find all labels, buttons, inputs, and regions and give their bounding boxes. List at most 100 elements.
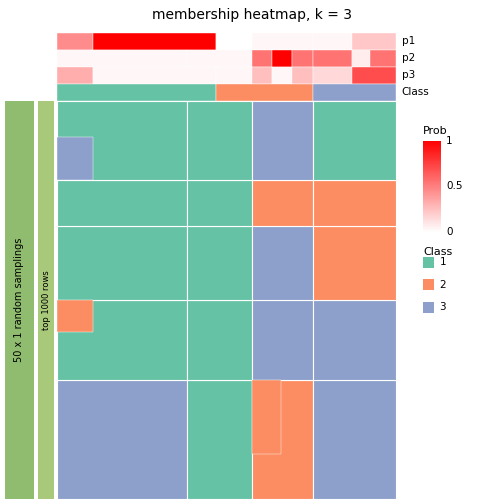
Bar xyxy=(57,84,216,101)
Bar xyxy=(423,188,441,189)
Bar xyxy=(352,50,370,67)
Bar xyxy=(423,196,441,198)
Bar xyxy=(57,380,187,499)
Bar xyxy=(423,226,441,227)
Bar xyxy=(423,179,441,180)
Bar xyxy=(423,202,441,204)
Bar xyxy=(423,181,441,183)
Bar xyxy=(57,180,187,226)
Text: 50 x 1 random samplings: 50 x 1 random samplings xyxy=(15,238,24,362)
Bar xyxy=(423,171,441,173)
Bar xyxy=(423,220,441,222)
Text: p3: p3 xyxy=(402,70,415,80)
Bar xyxy=(423,191,441,192)
Bar xyxy=(423,223,441,225)
Text: 2: 2 xyxy=(439,280,446,290)
Bar xyxy=(423,162,441,164)
Bar xyxy=(423,182,441,184)
Bar xyxy=(423,166,441,167)
Bar xyxy=(187,101,251,180)
Bar xyxy=(272,50,292,67)
Bar xyxy=(251,380,312,499)
Bar xyxy=(423,174,441,175)
Bar xyxy=(312,84,396,101)
Bar xyxy=(423,159,441,160)
Bar xyxy=(312,180,396,226)
Bar xyxy=(57,300,187,380)
Bar xyxy=(423,227,441,228)
Bar xyxy=(423,167,441,168)
Bar xyxy=(5,101,34,499)
Bar xyxy=(251,380,281,454)
Bar xyxy=(423,222,441,224)
Bar xyxy=(423,161,441,162)
Bar xyxy=(423,200,441,201)
Bar xyxy=(423,146,441,148)
Bar xyxy=(423,168,441,169)
Bar xyxy=(423,148,441,149)
Bar xyxy=(423,229,441,231)
Bar xyxy=(57,226,187,300)
Text: 1: 1 xyxy=(446,136,453,146)
Bar xyxy=(57,300,93,332)
Bar xyxy=(251,33,312,50)
Bar xyxy=(423,193,441,194)
Bar xyxy=(423,188,441,190)
Bar xyxy=(423,218,441,219)
Text: 0: 0 xyxy=(446,227,453,237)
Bar xyxy=(38,101,54,499)
Bar xyxy=(312,50,352,67)
Bar xyxy=(423,178,441,179)
Bar xyxy=(423,213,441,215)
Bar xyxy=(251,101,312,180)
Bar xyxy=(423,170,441,171)
Bar xyxy=(423,153,441,155)
Bar xyxy=(93,33,216,50)
Bar xyxy=(423,195,441,197)
Bar xyxy=(423,173,441,175)
Bar xyxy=(423,163,441,165)
Bar xyxy=(423,157,441,158)
Bar xyxy=(57,137,93,180)
Bar xyxy=(423,202,441,203)
Bar xyxy=(423,192,441,193)
Bar xyxy=(423,187,441,188)
Bar xyxy=(423,183,441,184)
Bar xyxy=(423,184,441,185)
Text: Class: Class xyxy=(423,247,453,257)
Bar xyxy=(423,224,441,225)
Bar xyxy=(187,300,251,380)
Bar xyxy=(93,67,216,84)
Bar xyxy=(423,201,441,202)
Bar xyxy=(423,220,441,221)
Bar xyxy=(423,214,441,216)
Bar xyxy=(292,50,312,67)
Bar xyxy=(423,211,441,212)
Text: 1: 1 xyxy=(439,257,446,267)
Bar xyxy=(312,300,396,380)
Bar xyxy=(251,226,312,300)
Bar xyxy=(423,165,441,166)
Bar xyxy=(251,180,312,226)
Bar xyxy=(352,67,396,84)
Bar xyxy=(423,172,441,174)
Bar xyxy=(423,141,441,142)
Bar xyxy=(423,186,441,187)
Bar xyxy=(423,158,441,159)
Bar xyxy=(423,176,441,177)
Bar xyxy=(312,380,396,499)
Bar xyxy=(423,210,441,211)
Bar xyxy=(423,197,441,198)
Bar xyxy=(423,257,434,268)
Bar xyxy=(423,211,441,213)
Text: top 1000 rows: top 1000 rows xyxy=(42,270,50,330)
Bar xyxy=(251,50,272,67)
Bar xyxy=(423,155,441,157)
Bar xyxy=(423,180,441,182)
Bar xyxy=(423,143,441,144)
Bar xyxy=(292,67,312,84)
Bar xyxy=(272,67,292,84)
Bar xyxy=(423,147,441,148)
Bar xyxy=(423,164,441,166)
Bar xyxy=(423,143,441,145)
